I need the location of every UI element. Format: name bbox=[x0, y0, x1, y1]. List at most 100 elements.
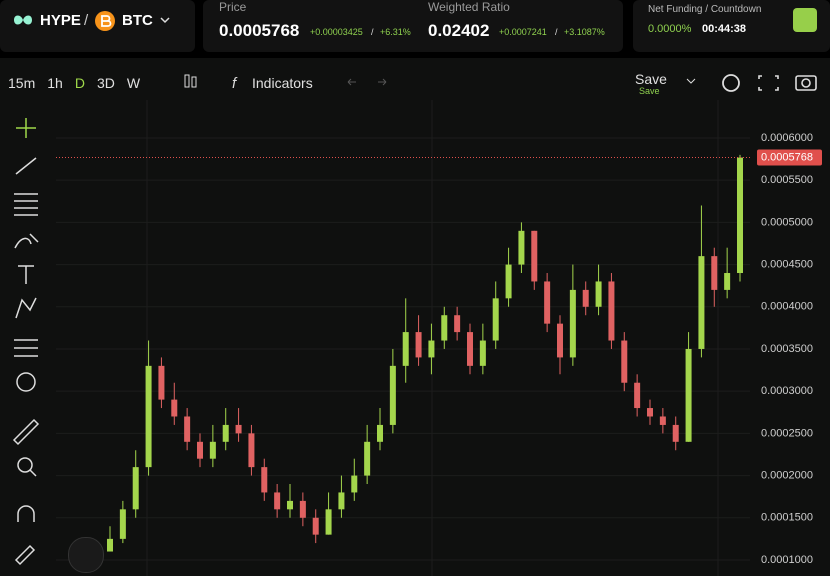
interval[interactable]: 15m bbox=[8, 75, 36, 91]
y-tick-label: 0.0002000 bbox=[761, 469, 813, 481]
candle-body bbox=[222, 424, 229, 442]
countdown: 00:44:38 bbox=[702, 23, 747, 35]
undo-redo[interactable] bbox=[347, 78, 387, 86]
zoom-tool[interactable] bbox=[17, 457, 33, 473]
emoji-tool[interactable] bbox=[16, 372, 36, 392]
candle-body bbox=[531, 230, 538, 282]
y-tick-label: 0.0004000 bbox=[761, 301, 813, 313]
candle-body bbox=[659, 416, 666, 425]
interval[interactable]: 1h bbox=[47, 75, 63, 91]
last-price-box bbox=[757, 149, 822, 166]
candle-body bbox=[685, 348, 692, 442]
candle-body bbox=[389, 365, 396, 425]
candle-body bbox=[492, 298, 499, 341]
screenshot[interactable] bbox=[795, 75, 817, 91]
line-tool[interactable] bbox=[15, 157, 37, 175]
interval-bar: 15m 1h D 3D W bbox=[8, 75, 140, 91]
ratio-label: Weighted Ratio bbox=[428, 0, 510, 14]
sep: / bbox=[84, 12, 89, 29]
y-tick-label: 0.0003000 bbox=[761, 385, 813, 397]
y-tick-label: 0.0002500 bbox=[761, 427, 813, 439]
candle-icon[interactable] bbox=[184, 74, 190, 88]
candle-body bbox=[325, 509, 332, 535]
price-change: +0.00003425 bbox=[310, 27, 363, 37]
settings[interactable] bbox=[722, 74, 740, 92]
tv-logo[interactable] bbox=[68, 537, 104, 573]
candle-body bbox=[441, 315, 448, 341]
fib-tool[interactable] bbox=[14, 193, 38, 216]
candle-body bbox=[737, 157, 743, 274]
candle-body bbox=[364, 441, 371, 476]
candle-body bbox=[119, 509, 126, 539]
candle-body bbox=[402, 332, 409, 366]
ruler-tool[interactable] bbox=[12, 418, 40, 446]
zoom-tool bbox=[29, 469, 37, 477]
candle-body bbox=[467, 332, 473, 366]
y-tick-label: 0.0005500 bbox=[761, 174, 813, 186]
sep: / bbox=[555, 27, 558, 37]
y-tick-label: 0.0001000 bbox=[761, 554, 813, 566]
magnet-tool[interactable] bbox=[17, 505, 35, 522]
candle-body bbox=[312, 517, 319, 535]
indicators[interactable]: Indicators bbox=[252, 75, 313, 91]
fullscreen[interactable] bbox=[758, 75, 779, 91]
candle-body bbox=[479, 340, 486, 366]
last-price-label: 0.0005768 bbox=[761, 151, 813, 163]
pattern-tool[interactable] bbox=[15, 297, 37, 319]
candle-body bbox=[698, 256, 705, 349]
candle-body bbox=[544, 281, 551, 324]
candle-body bbox=[454, 315, 461, 333]
candle-body bbox=[171, 399, 178, 417]
price-pct: +6.31% bbox=[380, 27, 411, 37]
candle-body bbox=[505, 264, 512, 299]
candle-body bbox=[582, 289, 589, 307]
candle-body bbox=[145, 365, 152, 468]
btc-icon bbox=[95, 11, 115, 31]
candle-body bbox=[608, 281, 615, 341]
crosshair[interactable] bbox=[16, 118, 36, 138]
candle-body bbox=[634, 382, 641, 409]
y-tick-label: 0.0005000 bbox=[761, 216, 813, 228]
candle-body bbox=[428, 340, 435, 358]
ratio-change: +0.0007241 bbox=[499, 27, 547, 37]
candle-body bbox=[724, 273, 731, 290]
candle-body bbox=[261, 467, 268, 493]
candle-body bbox=[197, 441, 203, 459]
candle-body bbox=[377, 424, 383, 442]
interval[interactable]: W bbox=[126, 75, 141, 91]
candle-body bbox=[235, 424, 242, 434]
funding-panel: Net Funding / Countdown 0.0000% 00:44:38 bbox=[633, 0, 830, 52]
forecast-tool[interactable] bbox=[14, 339, 38, 357]
candle-body bbox=[711, 256, 718, 290]
save-sub: Save bbox=[639, 86, 660, 96]
lock-tool[interactable] bbox=[14, 544, 36, 566]
sep: / bbox=[371, 27, 374, 37]
calc-button[interactable] bbox=[793, 8, 817, 32]
price: 0.0005768 bbox=[219, 21, 300, 40]
candle-body bbox=[621, 340, 628, 383]
drawing-tools bbox=[12, 118, 40, 566]
candle-body bbox=[274, 492, 281, 510]
fx-icon[interactable]: f bbox=[232, 75, 238, 92]
screenshot bbox=[801, 78, 811, 88]
save-menu[interactable] bbox=[686, 78, 696, 84]
pair-panel[interactable]: HYPE / BTC bbox=[0, 0, 195, 52]
ratio-pct: +3.1087% bbox=[564, 27, 605, 37]
text-tool[interactable] bbox=[18, 265, 34, 284]
candle-body bbox=[338, 492, 345, 510]
save[interactable]: Save bbox=[635, 71, 667, 87]
y-tick-label: 0.0001500 bbox=[761, 512, 813, 524]
candle-body bbox=[647, 408, 653, 417]
funding-label: Net Funding / Countdown bbox=[648, 4, 762, 15]
candle-body bbox=[209, 441, 216, 459]
quote: BTC bbox=[122, 12, 153, 29]
interval[interactable]: 3D bbox=[96, 75, 115, 91]
candle-icon bbox=[191, 76, 197, 88]
brush-tool[interactable] bbox=[14, 233, 39, 249]
candle-body bbox=[184, 416, 191, 442]
candle-body bbox=[557, 323, 563, 358]
interval[interactable]: D bbox=[74, 75, 85, 91]
candle-body bbox=[415, 332, 422, 358]
